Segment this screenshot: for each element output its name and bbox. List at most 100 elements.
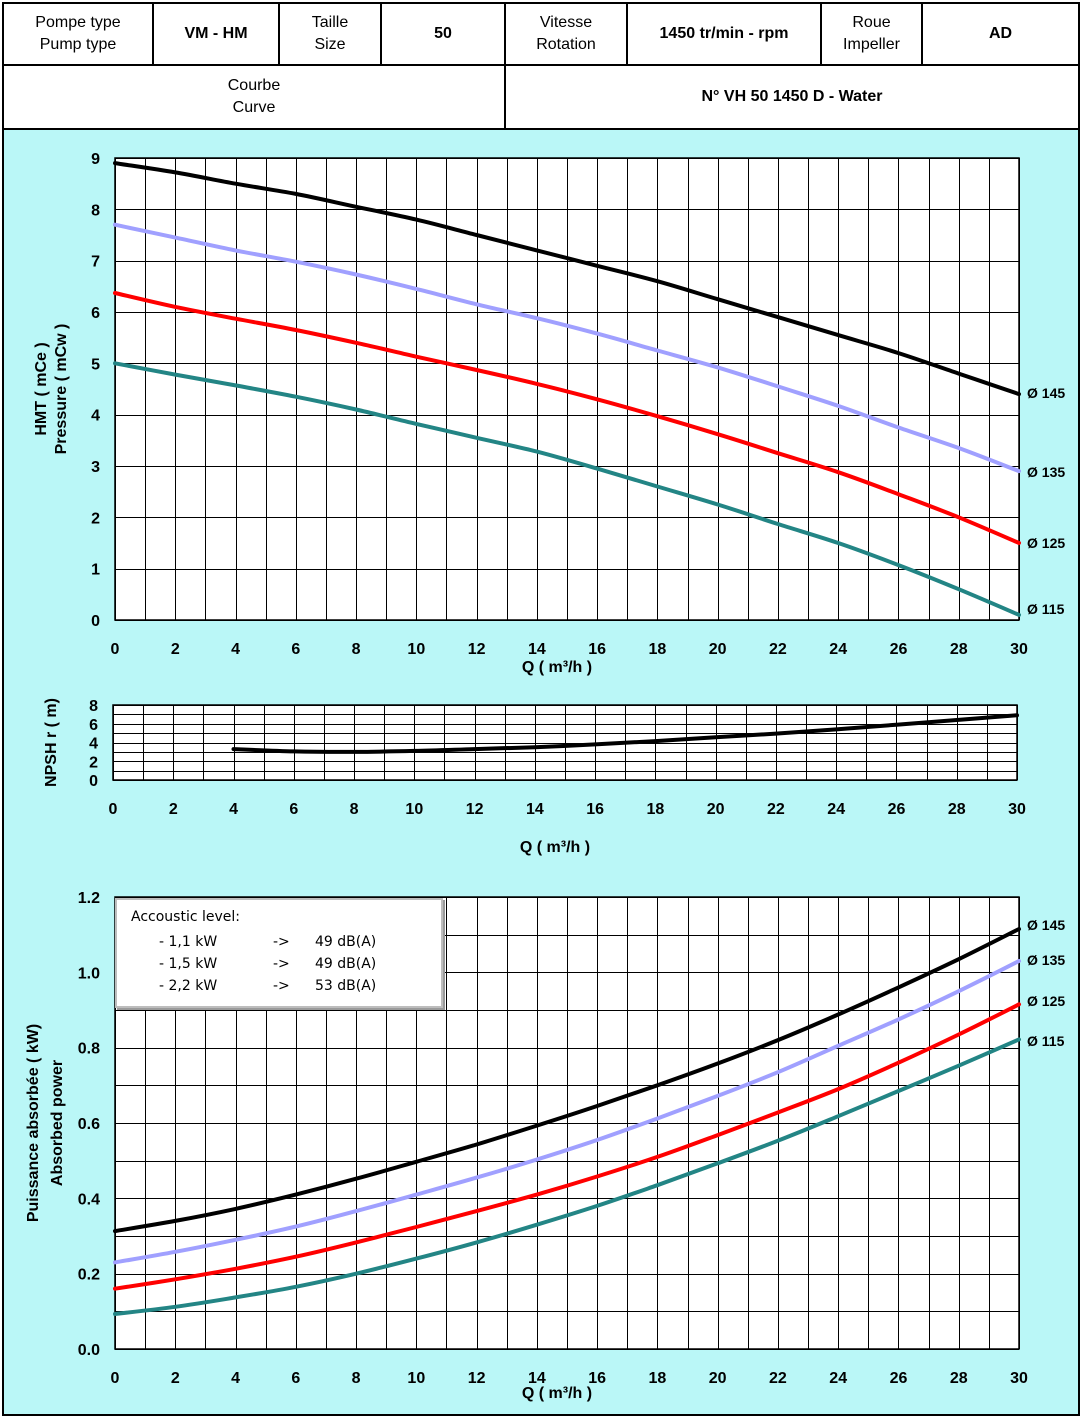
y-axis-label: Absorbed power xyxy=(49,1060,66,1186)
pump-type-label-fr: Pompe type xyxy=(35,14,121,31)
x-tick-label: 20 xyxy=(709,1370,727,1387)
y-tick-label: 4 xyxy=(89,736,98,753)
series-line xyxy=(113,927,1021,1234)
y-tick-label: 0.8 xyxy=(78,1041,100,1058)
y-tick-label: 4 xyxy=(91,408,100,425)
x-axis-label: Q ( m³/h ) xyxy=(520,839,590,856)
curve-label: Ø 145 xyxy=(1027,385,1065,401)
y-axis-label: NPSH r ( m) xyxy=(43,698,60,787)
speed-label-en: Rotation xyxy=(536,36,596,53)
curve-label: Ø 125 xyxy=(1027,993,1065,1009)
impeller-value: AD xyxy=(921,2,1080,66)
pump-type-label: Pompe type Pump type xyxy=(2,2,154,66)
x-tick-label: 0 xyxy=(111,641,120,658)
series-line xyxy=(113,1037,1021,1316)
x-tick-label: 10 xyxy=(407,1370,425,1387)
x-tick-label: 2 xyxy=(171,1370,180,1387)
acoustic-level: 53 dB(A) xyxy=(315,978,377,994)
x-tick-label: 24 xyxy=(829,1370,847,1387)
curve-label: Ø 115 xyxy=(1027,1033,1065,1049)
plot-frame xyxy=(114,896,1020,1350)
y-tick-label: 2 xyxy=(91,510,100,527)
x-tick-label: 20 xyxy=(709,641,727,658)
curve-label: Ø 145 xyxy=(1027,917,1065,933)
x-tick-label: 12 xyxy=(466,801,484,818)
series-line xyxy=(231,713,1019,754)
y-tick-label: 8 xyxy=(89,698,98,715)
y-tick-label: 3 xyxy=(91,459,100,476)
x-tick-label: 30 xyxy=(1010,641,1028,658)
series-line xyxy=(113,161,1021,397)
x-tick-label: 14 xyxy=(528,641,546,658)
y-tick-label: 1.0 xyxy=(78,965,100,982)
y-tick-label: 0.0 xyxy=(78,1342,100,1359)
series-line xyxy=(113,291,1021,545)
acoustic-arrow: -> xyxy=(273,934,290,950)
x-tick-label: 22 xyxy=(769,1370,787,1387)
x-tick-label: 10 xyxy=(405,801,423,818)
x-tick-label: 28 xyxy=(950,641,968,658)
y-tick-label: 8 xyxy=(91,202,100,219)
x-tick-label: 16 xyxy=(588,1370,606,1387)
y-tick-label: 6 xyxy=(89,717,98,734)
series-line xyxy=(113,222,1021,474)
x-tick-label: 4 xyxy=(231,641,240,658)
x-tick-label: 6 xyxy=(291,641,300,658)
x-axis-label: Q ( m³/h ) xyxy=(522,1385,592,1402)
series-line xyxy=(113,361,1021,617)
y-axis-label: Puissance absorbée ( kW) xyxy=(25,1024,42,1222)
x-tick-label: 4 xyxy=(231,1370,240,1387)
size-label-en: Size xyxy=(314,36,346,53)
impeller-label-en: Impeller xyxy=(843,36,900,53)
y-tick-label: 5 xyxy=(91,356,100,373)
x-tick-label: 8 xyxy=(352,641,361,658)
x-tick-label: 16 xyxy=(588,641,606,658)
y-tick-label: 0 xyxy=(89,773,98,790)
impeller-label-fr: Roue xyxy=(852,14,891,31)
x-tick-label: 2 xyxy=(169,801,178,818)
x-tick-label: 24 xyxy=(829,641,847,658)
speed-label-fr: Vitesse xyxy=(539,14,593,31)
curve-label-fr: Courbe xyxy=(227,77,281,94)
x-tick-label: 14 xyxy=(528,1370,546,1387)
x-tick-label: 10 xyxy=(407,641,425,658)
plot-frame xyxy=(114,157,1020,621)
size-label-fr: Taille xyxy=(311,14,349,31)
x-tick-label: 28 xyxy=(948,801,966,818)
y-tick-label: 0 xyxy=(91,613,100,630)
x-tick-label: 14 xyxy=(526,801,544,818)
x-tick-label: 6 xyxy=(289,801,298,818)
curve-number: N° VH 50 1450 D - Water xyxy=(504,64,1080,130)
acoustic-arrow: -> xyxy=(273,978,290,994)
acoustic-arrow: -> xyxy=(273,956,290,972)
y-tick-label: 0.4 xyxy=(78,1191,100,1208)
y-tick-label: 9 xyxy=(91,151,100,168)
x-tick-label: 12 xyxy=(468,1370,486,1387)
x-tick-label: 18 xyxy=(649,641,667,658)
x-tick-label: 4 xyxy=(229,801,238,818)
x-tick-label: 6 xyxy=(291,1370,300,1387)
x-tick-label: 18 xyxy=(647,801,665,818)
curve-label: Ø 135 xyxy=(1027,464,1065,480)
acoustic-level: 49 dB(A) xyxy=(315,956,377,972)
y-tick-label: 2 xyxy=(89,754,98,771)
curve-label-en: Curve xyxy=(232,99,276,116)
curve-label: Ø 125 xyxy=(1027,535,1065,551)
acoustic-level-box: Accoustic level: - 1,1 kW -> 49 dB(A) - … xyxy=(115,898,443,1008)
y-axis-label: HMT ( mCe ) xyxy=(33,342,50,435)
size-value: 50 xyxy=(380,2,506,66)
pump-type-label-en: Pump type xyxy=(39,36,117,53)
x-tick-label: 16 xyxy=(586,801,604,818)
x-tick-label: 2 xyxy=(171,641,180,658)
vertical-grid xyxy=(115,158,1020,620)
x-tick-label: 30 xyxy=(1008,801,1026,818)
x-tick-label: 30 xyxy=(1010,1370,1028,1387)
curve-label: Ø 135 xyxy=(1027,952,1065,968)
x-tick-label: 22 xyxy=(769,641,787,658)
y-tick-label: 1.2 xyxy=(78,890,100,907)
acoustic-power: - 1,5 kW xyxy=(159,956,218,972)
